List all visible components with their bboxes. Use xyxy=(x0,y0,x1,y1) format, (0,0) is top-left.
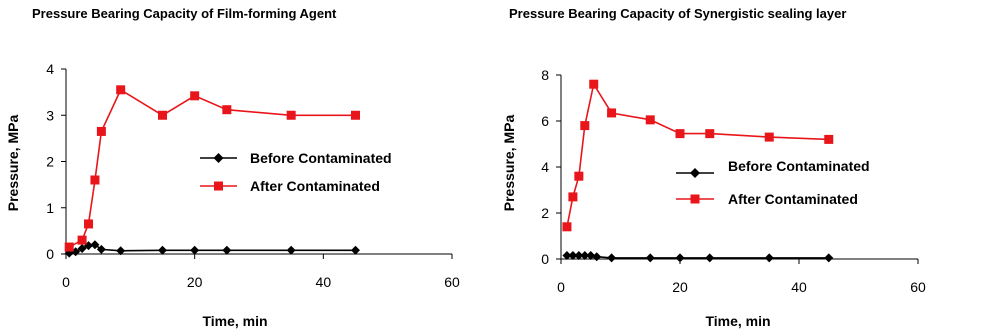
legend-marker-after xyxy=(214,181,223,191)
data-point xyxy=(222,245,232,255)
x-axis-label: Time, min xyxy=(705,313,770,329)
chart-synergistic-sealing-layer: Pressure Bearing Capacity of Synergistic… xyxy=(501,6,926,329)
data-point xyxy=(764,132,774,142)
data-point xyxy=(77,243,87,253)
y-tick-label: 0 xyxy=(541,251,549,267)
legend-marker-before xyxy=(213,153,224,163)
legend-label-before: Before Contaminated xyxy=(728,158,870,174)
data-point xyxy=(675,253,685,263)
data-point xyxy=(592,252,602,262)
y-tick-label: 2 xyxy=(46,154,54,170)
data-point xyxy=(90,175,100,185)
y-axis-label: Pressure, MPa xyxy=(501,115,517,212)
data-point xyxy=(645,115,655,125)
legend-label-after: After Contaminated xyxy=(728,191,858,207)
data-point xyxy=(589,79,599,89)
x-tick-label: 40 xyxy=(791,279,807,295)
x-tick-label: 20 xyxy=(187,274,203,290)
data-point xyxy=(586,251,596,261)
y-tick-label: 4 xyxy=(541,159,549,175)
y-tick-label: 3 xyxy=(46,107,54,123)
chart-title: Pressure Bearing Capacity of Synergistic… xyxy=(509,6,846,21)
data-point xyxy=(64,242,74,252)
data-point xyxy=(351,110,360,120)
data-point xyxy=(286,245,296,255)
data-point xyxy=(158,245,167,255)
y-tick-label: 0 xyxy=(46,246,54,262)
data-point xyxy=(286,110,296,120)
data-point xyxy=(190,245,200,255)
legend-marker-before xyxy=(690,168,700,178)
data-point xyxy=(580,121,590,131)
x-tick-label: 0 xyxy=(62,274,70,290)
data-point xyxy=(562,222,572,232)
legend-label-before: Before Contaminated xyxy=(250,150,392,166)
series-line-1 xyxy=(68,88,356,248)
data-point xyxy=(607,253,617,263)
x-tick-label: 60 xyxy=(910,279,926,295)
data-point xyxy=(562,251,572,261)
data-point xyxy=(705,129,715,139)
data-point xyxy=(824,134,834,144)
data-point xyxy=(84,219,94,229)
x-tick-label: 60 xyxy=(444,274,460,290)
data-point xyxy=(574,251,584,261)
data-point xyxy=(222,105,232,115)
data-point xyxy=(764,253,774,263)
data-point xyxy=(645,253,655,263)
y-tick-label: 2 xyxy=(541,205,549,221)
data-point xyxy=(824,253,834,263)
data-point xyxy=(568,251,578,261)
data-point xyxy=(607,108,617,118)
x-axis-label: Time, min xyxy=(202,313,267,329)
data-point xyxy=(675,129,685,139)
series-line-0 xyxy=(567,254,829,259)
data-point xyxy=(116,85,126,95)
series-line-0 xyxy=(69,243,356,254)
y-tick-label: 1 xyxy=(46,200,54,216)
y-tick-label: 4 xyxy=(46,61,54,77)
x-tick-label: 40 xyxy=(316,274,332,290)
data-point xyxy=(705,253,715,263)
data-point xyxy=(190,91,200,101)
y-axis-label: Pressure, MPa xyxy=(5,115,21,212)
x-tick-label: 0 xyxy=(557,279,565,295)
data-point xyxy=(351,245,360,255)
data-point xyxy=(116,246,126,256)
data-point xyxy=(568,192,578,202)
data-point xyxy=(90,240,100,250)
data-point xyxy=(77,235,87,245)
data-point xyxy=(96,244,106,254)
data-point xyxy=(580,251,590,261)
y-tick-label: 8 xyxy=(541,67,549,83)
y-tick-label: 6 xyxy=(541,113,549,129)
data-point xyxy=(574,171,584,181)
legend-label-after: After Contaminated xyxy=(250,178,380,194)
x-tick-label: 20 xyxy=(672,279,688,295)
chart-film-forming-agent: Pressure Bearing Capacity of Film-formin… xyxy=(5,6,460,329)
data-point xyxy=(96,126,106,136)
data-point xyxy=(158,110,167,120)
chart-title: Pressure Bearing Capacity of Film-formin… xyxy=(32,6,337,21)
legend-marker-after xyxy=(690,194,700,204)
